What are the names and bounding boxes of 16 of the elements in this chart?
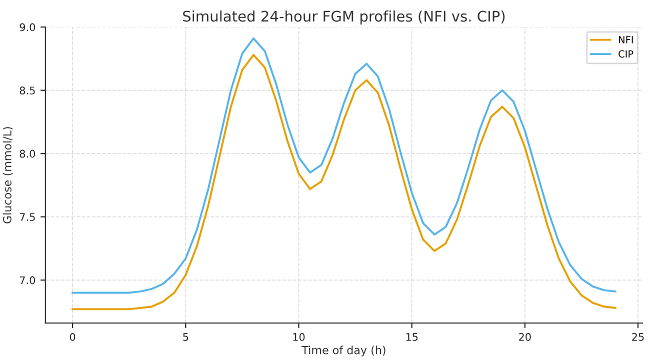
x-tick-label: 20 <box>519 333 531 341</box>
x-tick-label: 15 <box>406 333 418 341</box>
y-tick-label: 8.5 <box>20 86 35 94</box>
y-tick-label: 7.0 <box>20 276 36 284</box>
y-tick-label: 7.5 <box>20 213 35 221</box>
x-tick-label: 0 <box>70 333 76 341</box>
x-tick-label: 25 <box>632 333 644 341</box>
legend-label: CIP <box>618 50 634 58</box>
x-axis-title: Time of day (h) <box>302 346 386 356</box>
legend-label: NFI <box>618 36 633 44</box>
x-tick-label: 10 <box>293 333 305 341</box>
chart-title: Simulated 24-hour FGM profiles (NFI vs. CIP) <box>183 10 505 25</box>
x-tick-label: 5 <box>183 333 188 341</box>
y-tick-label: 9.0 <box>20 23 36 32</box>
y-tick-label: 8.0 <box>20 150 36 158</box>
y-axis-title: Glucose (mmol/L) <box>2 127 13 224</box>
